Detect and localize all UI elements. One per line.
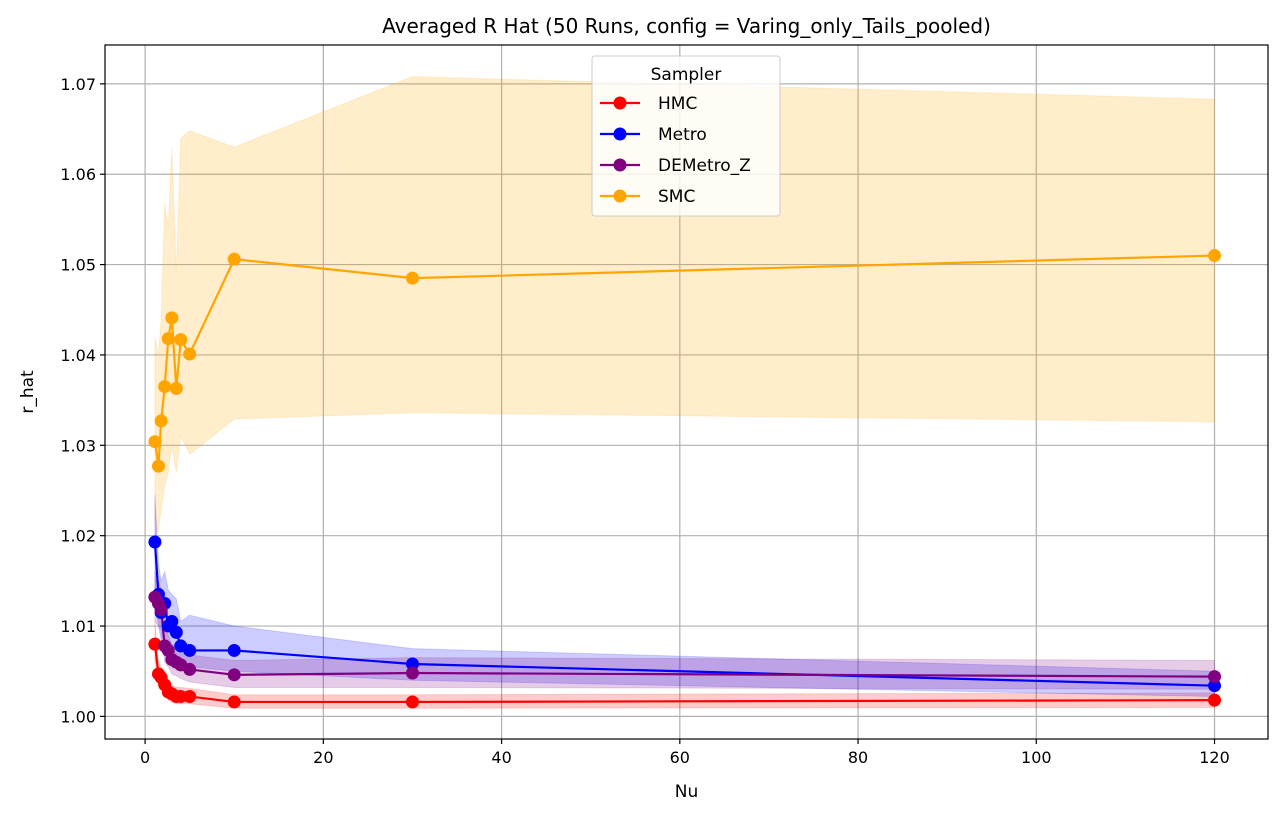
point-smc — [227, 252, 241, 266]
legend-marker-metro — [613, 127, 627, 141]
point-metro — [183, 643, 197, 657]
point-smc — [169, 381, 183, 395]
band-smc — [154, 76, 1216, 538]
x-tick-label: 120 — [1199, 748, 1230, 767]
y-axis-label: r_hat — [18, 370, 38, 414]
point-metro — [165, 615, 179, 629]
x-tick-label: 100 — [1021, 748, 1052, 767]
point-metro — [227, 643, 241, 657]
y-tick-label: 1.07 — [60, 75, 96, 94]
point-metro — [148, 535, 162, 549]
legend-marker-demetro-z — [613, 158, 627, 172]
point-smc — [1208, 249, 1222, 263]
line-smc — [153, 254, 1215, 468]
point-smc — [405, 271, 419, 285]
x-axis-label: Nu — [675, 782, 699, 802]
legend-label-metro: Metro — [658, 125, 707, 145]
point-metro — [405, 657, 419, 671]
axis-ticks: 0 20 40 60 80 100 120 1.00 1.01 1.02 1.03 1.04 1.05 1… — [60, 75, 1229, 767]
point-demetro-z — [183, 662, 197, 676]
legend-marker-hmc — [613, 96, 627, 110]
point-smc — [158, 380, 172, 394]
x-tick-label: 0 — [140, 748, 150, 767]
point-demetro-z — [154, 603, 168, 617]
y-tick-label: 1.04 — [60, 346, 96, 365]
point-demetro-z — [1208, 670, 1222, 684]
y-tick-label: 1.06 — [60, 165, 96, 184]
chart-title: Averaged R Hat (50 Runs, config = Varing… — [382, 14, 991, 38]
x-tick-label: 80 — [848, 748, 868, 767]
point-hmc — [148, 637, 162, 651]
point-smc — [151, 459, 165, 473]
point-metro — [1208, 679, 1222, 693]
legend-title: Sampler — [651, 65, 722, 85]
y-tick-label: 1.00 — [60, 707, 96, 726]
point-hmc — [183, 690, 197, 704]
y-tick-label: 1.05 — [60, 256, 96, 275]
x-tick-label: 40 — [491, 748, 511, 767]
y-tick-label: 1.01 — [60, 617, 96, 636]
x-tick-label: 20 — [313, 748, 333, 767]
legend-label-smc: SMC — [658, 187, 695, 207]
point-demetro-z — [227, 668, 241, 682]
point-smc — [183, 347, 197, 361]
point-smc — [148, 435, 162, 449]
legend-label-demetro-z: DEMetro_Z — [658, 156, 751, 176]
point-demetro-z — [405, 666, 419, 680]
y-tick-label: 1.03 — [60, 436, 96, 455]
point-smc — [161, 332, 175, 346]
plot-frame — [104, 44, 1269, 740]
legend: Sampler HMC Metro DEMetro_Z SMC — [591, 55, 781, 217]
point-smc — [174, 333, 188, 347]
legend-box — [591, 55, 781, 217]
point-hmc — [405, 695, 419, 709]
point-hmc — [174, 690, 188, 704]
x-tick-label: 60 — [670, 748, 690, 767]
point-hmc — [227, 695, 241, 709]
y-tick-label: 1.02 — [60, 527, 96, 546]
point-smc — [154, 414, 168, 428]
legend-marker-smc — [613, 189, 627, 203]
legend-items: HMC Metro DEMetro_Z SMC — [600, 94, 751, 207]
point-smc — [165, 311, 179, 325]
point-metro — [169, 625, 183, 639]
series-points — [148, 249, 1222, 709]
legend-label-hmc: HMC — [658, 94, 697, 114]
point-hmc — [1208, 693, 1222, 707]
